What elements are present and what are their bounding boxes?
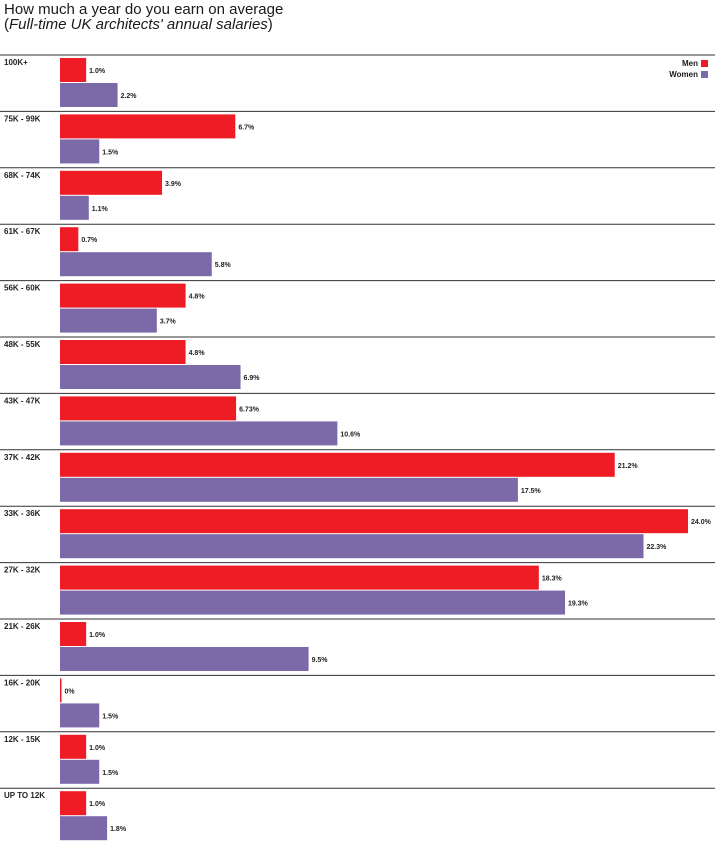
data-label-women-37k-42k: 17.5% — [521, 488, 542, 495]
data-label-women-75k-99k: 1.5% — [102, 149, 119, 156]
data-label-men-43k-47k: 6.73% — [239, 406, 260, 413]
data-label-women-48k-55k: 6.9% — [244, 375, 261, 382]
data-label-men-68k-74k: 3.9% — [165, 181, 182, 188]
bar-men-16k-20k — [60, 678, 62, 703]
data-label-men-12k-15k: 1.0% — [89, 745, 106, 752]
category-label-48k-55k: 48K - 55K — [4, 340, 41, 349]
subtitle-text: Full-time UK architects' annual salaries — [9, 16, 268, 33]
bar-men-27k-32k — [60, 565, 539, 590]
legend-swatch-women — [701, 71, 708, 78]
bar-men-21k-26k — [60, 622, 87, 646]
data-label-men-48k-55k: 4.8% — [189, 350, 206, 357]
data-label-women-21k-26k: 9.5% — [312, 657, 329, 664]
bar-women-100k — [60, 83, 118, 107]
category-label-75k-99k: 75K - 99K — [4, 114, 41, 123]
bar-men-56k-60k — [60, 283, 186, 308]
bar-men-33k-36k — [60, 509, 688, 534]
data-label-women-56k-60k: 3.7% — [160, 319, 177, 326]
bar-women-37k-42k — [60, 477, 518, 502]
legend-label-women: Women — [669, 70, 698, 79]
data-label-men-75k-99k: 6.7% — [238, 124, 255, 131]
bar-women-48k-55k — [60, 365, 241, 389]
category-label-16k-20k: 16K - 20K — [4, 678, 41, 687]
chart-title: How much a year do you earn on average — [4, 1, 284, 18]
data-label-men-33k-36k: 24.0% — [691, 519, 712, 526]
data-label-men-up-to-12k: 1.0% — [89, 801, 106, 808]
category-label-68k-74k: 68K - 74K — [4, 171, 41, 180]
category-label-56k-60k: 56K - 60K — [4, 284, 41, 293]
category-label-61k-67k: 61K - 67K — [4, 227, 41, 236]
data-label-men-61k-67k: 0.7% — [81, 237, 98, 244]
data-label-women-16k-20k: 1.5% — [102, 713, 119, 720]
legend-item-men: Men — [669, 58, 708, 69]
bar-women-75k-99k — [60, 139, 100, 164]
data-label-women-43k-47k: 10.6% — [340, 431, 361, 438]
data-label-women-12k-15k: 1.5% — [102, 770, 119, 777]
subtitle-open-paren: ( — [4, 16, 9, 33]
bar-women-61k-67k — [60, 252, 212, 277]
chart-title-block: How much a year do you earn on average (… — [4, 2, 283, 32]
bar-men-37k-42k — [60, 452, 615, 477]
category-label-33k-36k: 33K - 36K — [4, 509, 41, 518]
data-label-women-33k-36k: 22.3% — [647, 544, 668, 551]
legend-swatch-men — [701, 60, 708, 67]
bar-women-up-to-12k — [60, 816, 108, 841]
data-label-men-37k-42k: 21.2% — [618, 463, 639, 470]
category-label-21k-26k: 21K - 26K — [4, 622, 41, 631]
legend-item-women: Women — [669, 69, 708, 80]
data-label-men-27k-32k: 18.3% — [542, 576, 563, 583]
category-label-37k-42k: 37K - 42K — [4, 453, 41, 462]
category-label-100k: 100K+ — [4, 58, 28, 67]
bar-men-100k — [60, 58, 87, 82]
chart-legend: Men Women — [669, 58, 708, 80]
chart-subtitle: (Full-time UK architects' annual salarie… — [4, 17, 283, 32]
subtitle-close-paren: ) — [267, 16, 273, 33]
bar-women-16k-20k — [60, 703, 100, 728]
category-label-up-to-12k: UP TO 12K — [4, 791, 45, 800]
bar-men-up-to-12k — [60, 791, 87, 816]
bar-women-43k-47k — [60, 421, 338, 446]
data-label-men-56k-60k: 4.8% — [189, 294, 206, 301]
category-label-43k-47k: 43K - 47K — [4, 396, 41, 405]
bar-women-56k-60k — [60, 308, 157, 333]
legend-label-men: Men — [682, 59, 698, 68]
bar-men-75k-99k — [60, 114, 236, 139]
data-label-women-68k-74k: 1.1% — [92, 206, 109, 213]
data-label-women-100k: 2.2% — [121, 93, 138, 100]
category-label-27k-32k: 27K - 32K — [4, 566, 41, 575]
category-label-12k-15k: 12K - 15K — [4, 735, 41, 744]
bar-women-27k-32k — [60, 590, 566, 615]
data-label-men-16k-20k: 0% — [65, 688, 76, 695]
bar-men-61k-67k — [60, 227, 79, 252]
bar-men-68k-74k — [60, 170, 163, 195]
data-label-women-27k-32k: 19.3% — [568, 601, 589, 608]
bar-men-43k-47k — [60, 396, 237, 421]
data-label-women-up-to-12k: 1.8% — [110, 826, 127, 833]
data-label-women-61k-67k: 5.8% — [215, 262, 232, 269]
bar-women-21k-26k — [60, 647, 309, 671]
data-label-men-21k-26k: 1.0% — [89, 632, 106, 639]
bar-women-68k-74k — [60, 195, 89, 220]
data-label-men-100k: 1.0% — [89, 68, 106, 75]
bar-men-48k-55k — [60, 340, 186, 364]
bar-women-12k-15k — [60, 759, 100, 784]
bar-women-33k-36k — [60, 534, 644, 559]
bar-men-12k-15k — [60, 734, 87, 759]
